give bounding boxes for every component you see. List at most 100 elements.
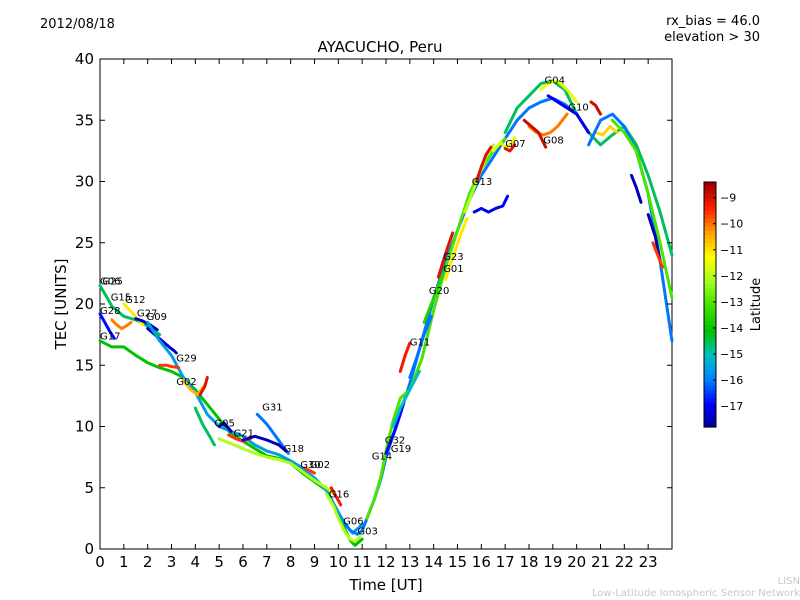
satellite-label: G10 — [568, 103, 588, 114]
series-line-g07r — [503, 143, 517, 153]
colorbar-segment — [704, 414, 716, 420]
satellite-label: G01 — [443, 264, 463, 275]
series-line-g23 — [436, 231, 455, 279]
x-tick-label: 15 — [448, 553, 467, 571]
colorbar-segment — [704, 259, 716, 265]
x-tick-label: 19 — [543, 553, 562, 571]
series-layer — [98, 79, 674, 547]
series-line-g30 — [303, 466, 316, 475]
colorbar-segment — [704, 214, 716, 220]
colorbar-tick-label: −16 — [720, 374, 743, 387]
axes: 0 1 2 3 4 5 6 7 8 9 10 11 12 13 14 15 16 17 18 19 20 21 22 2305… — [52, 50, 672, 594]
colorbar-segment — [704, 422, 716, 428]
satellite-label: G03 — [357, 526, 377, 537]
y-tick-label: 5 — [84, 479, 94, 497]
colorbar-segment — [704, 353, 716, 359]
y-tick-label: 15 — [75, 356, 94, 374]
colorbar-segment — [704, 390, 716, 395]
colorbar-segment — [704, 369, 716, 375]
satellite-label: G18 — [284, 444, 304, 455]
series-line-g20 — [422, 265, 448, 324]
colorbar-segment — [704, 304, 716, 310]
colorbar-segment — [704, 308, 716, 314]
series-line-g29 — [146, 320, 364, 535]
colorbar-segment — [704, 263, 716, 269]
series-line-g18 — [241, 434, 288, 453]
colorbar-segment — [704, 255, 716, 261]
colorbar-segment — [704, 402, 716, 408]
colorbar-tick-label: −9 — [720, 192, 736, 205]
colorbar-segment — [704, 247, 716, 253]
satellite-label: G02 — [310, 460, 330, 471]
series-line-g09 — [146, 327, 178, 355]
series-line-g06 — [98, 284, 162, 337]
satellite-label: G11 — [410, 338, 430, 349]
colorbar-segment — [704, 365, 716, 371]
series-line-g26c — [646, 213, 662, 263]
series-line-g16 — [329, 486, 343, 507]
colorbar-segment — [704, 418, 716, 424]
chart-title: AYACUCHO, Peru — [317, 38, 443, 56]
colorbar-segment — [704, 288, 716, 293]
satellite-label: G16 — [329, 490, 349, 501]
y-tick-label: 35 — [75, 111, 94, 129]
series-line-g03 — [344, 96, 579, 536]
series-line-g02g — [193, 406, 216, 447]
colorbar: −9 −10 −11 −12 −13 −14 −15 −16 −17 Latitude — [703, 181, 764, 428]
x-tick-label: 21 — [591, 553, 610, 571]
satellite-label: G21 — [234, 428, 254, 439]
elevation-label: elevation > 30 — [664, 30, 760, 45]
satellite-label: G28 — [100, 306, 120, 317]
colorbar-segment — [704, 382, 716, 387]
x-tick-label: 20 — [567, 553, 586, 571]
satellite-label: G09 — [147, 312, 167, 323]
colorbar-segment — [704, 218, 716, 224]
satellite-label: G14 — [372, 452, 392, 463]
x-tick-label: 14 — [424, 553, 443, 571]
series-line-g10r — [589, 100, 602, 116]
colorbar-segment — [704, 373, 716, 379]
colorbar-segment — [704, 251, 716, 257]
x-tick-label: 5 — [214, 553, 224, 571]
series-line-g05 — [217, 421, 233, 433]
x-tick-label: 6 — [238, 553, 248, 571]
satellite-label: G04 — [545, 76, 565, 87]
x-tick-label: 10 — [329, 553, 348, 571]
x-tick-label: 18 — [519, 553, 538, 571]
y-tick-label: 10 — [75, 418, 94, 436]
satellite-label: G15 — [111, 292, 131, 303]
colorbar-segment — [704, 357, 716, 363]
series-line-g26d — [651, 241, 664, 269]
colorbar-tick-label: −11 — [720, 244, 743, 257]
series-line-g24 — [587, 112, 674, 343]
colorbar-segment — [704, 361, 716, 367]
colorbar-segment — [704, 222, 716, 228]
series-line-g22b — [472, 194, 510, 214]
colorbar-segment — [704, 202, 716, 208]
credit-full: Low-Latitude Ionospheric Sensor Network — [592, 588, 800, 599]
satellite-label: G23 — [443, 252, 463, 263]
x-tick-label: 22 — [615, 553, 634, 571]
x-tick-label: 4 — [191, 553, 201, 571]
colorbar-label: Latitude — [749, 278, 764, 332]
credit-short: LISN — [777, 576, 800, 587]
rx-bias-label: rx_bias = 46.0 — [666, 14, 760, 29]
colorbar-segment — [704, 320, 716, 326]
colorbar-segment — [704, 186, 716, 191]
colorbar-segment — [704, 239, 716, 244]
series-line-g10y — [594, 124, 619, 137]
x-tick-label: 7 — [262, 553, 272, 571]
satellite-label: G07 — [505, 139, 525, 150]
series-line-g19 — [391, 369, 421, 428]
colorbar-segment — [704, 231, 716, 236]
colorbar-segment — [704, 378, 716, 383]
colorbar-segment — [704, 235, 716, 240]
x-tick-label: 13 — [400, 553, 419, 571]
colorbar-segment — [704, 300, 716, 306]
colorbar-segment — [704, 312, 716, 318]
series-line-g08 — [324, 492, 362, 544]
x-tick-label: 0 — [95, 553, 105, 571]
satellite-label: G02 — [176, 377, 196, 388]
colorbar-segment — [704, 267, 716, 273]
series-line-g11 — [408, 314, 433, 379]
